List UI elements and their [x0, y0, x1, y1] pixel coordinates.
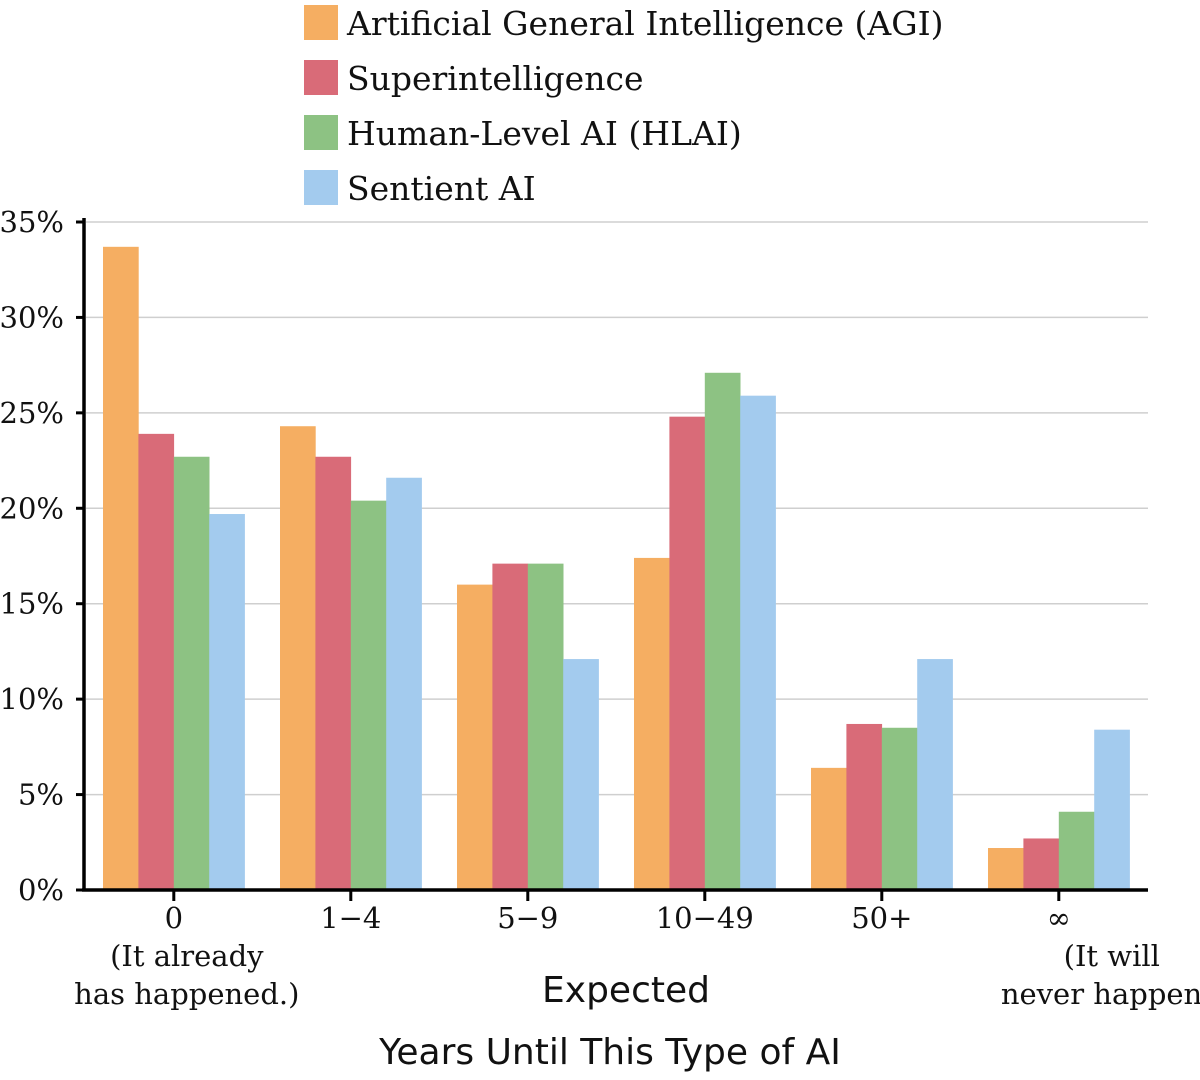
bar-sentient-ai-0 [209, 514, 245, 890]
x-tick-label: 5−9 [497, 901, 558, 935]
bar-superintelligence-1 [315, 456, 352, 890]
y-tick-label: 15% [0, 587, 64, 621]
y-ticks: 0% 5% 10% 15% 20% 25% 30% 35% [0, 205, 85, 907]
bar-superintelligence-2 [492, 563, 529, 890]
legend-label: Superintelligence [347, 59, 643, 98]
y-tick-label: 30% [0, 300, 64, 334]
bar-superintelligence-3 [669, 416, 706, 890]
y-tick-label: 5% [18, 778, 64, 812]
x-tick-sublabel: (It will [1064, 939, 1160, 973]
x-tick-label: 50+ [851, 901, 912, 935]
x-tick-label: ∞ [1047, 901, 1071, 935]
x-tick-label: 0 [165, 901, 183, 935]
y-tick-label: 0% [18, 873, 64, 907]
y-tick-label: 10% [0, 682, 64, 716]
legend-label: Sentient AI [347, 169, 536, 208]
bar-artificial-general-intelligence-agi-5 [988, 848, 1024, 890]
gridlines [86, 221, 1148, 796]
x-axis-title-line-1: Expected [542, 970, 710, 1011]
x-axis-title: Expected Years Until This Type of AI [378, 970, 841, 1073]
bar-artificial-general-intelligence-agi-1 [280, 426, 316, 890]
legend-swatch [304, 5, 338, 40]
bar-artificial-general-intelligence-agi-3 [634, 557, 670, 890]
bar-superintelligence-4 [846, 723, 883, 890]
x-ticks: 0 (It already has happened.) 1−4 5−9 10−49 50+… [74, 890, 1200, 1011]
bar-human-level-ai-hlai-1 [350, 500, 387, 890]
y-tick-label: 20% [0, 491, 64, 525]
legend-swatch [304, 115, 338, 150]
x-tick-label: 10−49 [656, 901, 754, 935]
bar-human-level-ai-hlai-0 [173, 456, 210, 890]
bar-human-level-ai-hlai-5 [1058, 811, 1095, 890]
legend-swatch [304, 60, 338, 95]
x-tick-sublabel: never happen.) [1001, 977, 1200, 1011]
bar-artificial-general-intelligence-agi-0 [103, 246, 139, 891]
axes [82, 218, 1148, 892]
y-tick-label: 25% [0, 396, 64, 430]
bar-human-level-ai-hlai-3 [704, 372, 741, 891]
x-axis-title-line-2: Years Until This Type of AI [378, 1032, 841, 1073]
x-tick-sublabel: has happened.) [74, 977, 299, 1011]
x-tick-sublabel: (It already [110, 939, 264, 973]
bar-sentient-ai-3 [740, 395, 776, 890]
legend-label: Human-Level AI (HLAI) [347, 114, 742, 153]
x-tick-label: 1−4 [320, 901, 381, 935]
bar-sentient-ai-2 [563, 659, 599, 890]
bar-artificial-general-intelligence-agi-4 [811, 767, 847, 890]
y-tick-label: 35% [0, 205, 64, 239]
bar-sentient-ai-1 [386, 477, 422, 890]
legend-label: Artificial General Intelligence (AGI) [346, 4, 943, 43]
bars [103, 246, 1130, 891]
bar-superintelligence-0 [138, 433, 175, 890]
bar-artificial-general-intelligence-agi-2 [457, 584, 493, 890]
legend-swatch [304, 170, 338, 205]
bar-sentient-ai-5 [1094, 729, 1130, 890]
bar-human-level-ai-hlai-2 [527, 563, 564, 890]
bar-sentient-ai-4 [917, 659, 953, 890]
bar-human-level-ai-hlai-4 [881, 727, 918, 890]
legend: Artificial General Intelligence (AGI) Sup… [304, 4, 943, 208]
bar-superintelligence-5 [1023, 838, 1060, 890]
